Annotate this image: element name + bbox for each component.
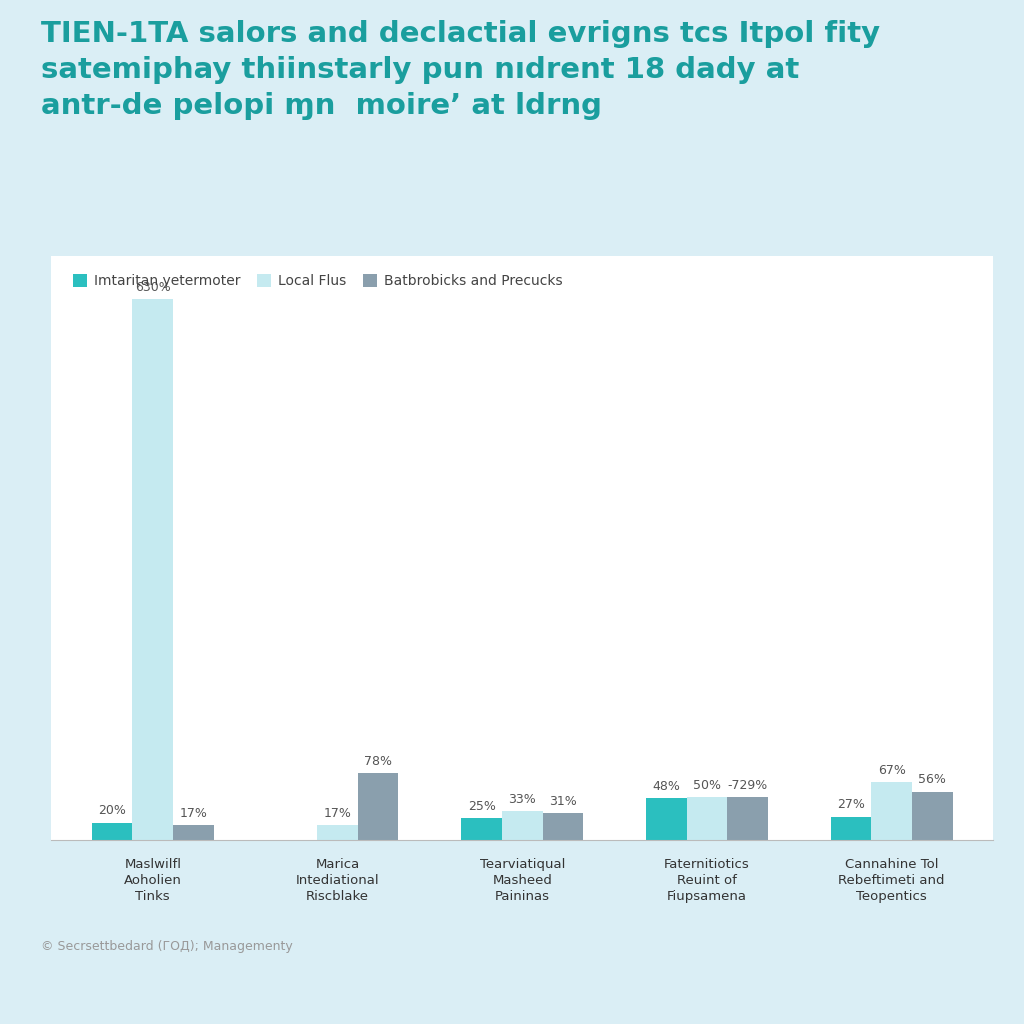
Text: © Secrsettbedard (ГОД); Managementy: © Secrsettbedard (ГОД); Managementy [41, 940, 293, 952]
Text: 630%: 630% [135, 281, 171, 294]
Text: 67%: 67% [878, 764, 905, 777]
Text: 27%: 27% [837, 799, 865, 811]
Text: 17%: 17% [324, 807, 351, 820]
Bar [871, 782, 912, 840]
Bar [132, 299, 173, 840]
Text: 31%: 31% [549, 795, 577, 808]
Legend: Imtaritan yetermoter, Local Flus, Batbrobicks and Precucks: Imtaritan yetermoter, Local Flus, Batbro… [68, 268, 568, 294]
Bar [173, 825, 214, 840]
Bar [461, 818, 502, 840]
Text: 56%: 56% [919, 773, 946, 786]
Bar [912, 792, 952, 840]
Text: 48%: 48% [652, 780, 680, 794]
Bar [357, 773, 398, 840]
Bar [830, 816, 871, 840]
Text: 50%: 50% [693, 778, 721, 792]
Text: 17%: 17% [179, 807, 208, 820]
Text: 20%: 20% [98, 805, 126, 817]
Bar [727, 797, 768, 840]
Bar [646, 799, 687, 840]
Bar [502, 811, 543, 840]
Bar [92, 822, 132, 840]
Text: 78%: 78% [365, 755, 392, 768]
Bar [687, 797, 727, 840]
Text: 33%: 33% [508, 794, 537, 806]
Bar [543, 813, 584, 840]
Text: 25%: 25% [468, 800, 496, 813]
Text: -729%: -729% [727, 778, 768, 792]
Bar [317, 825, 357, 840]
Text: TIEN-1TA salors and declactial evrigns tcs Itpol fity
satemiphay thiinstarly pun: TIEN-1TA salors and declactial evrigns t… [41, 20, 880, 120]
